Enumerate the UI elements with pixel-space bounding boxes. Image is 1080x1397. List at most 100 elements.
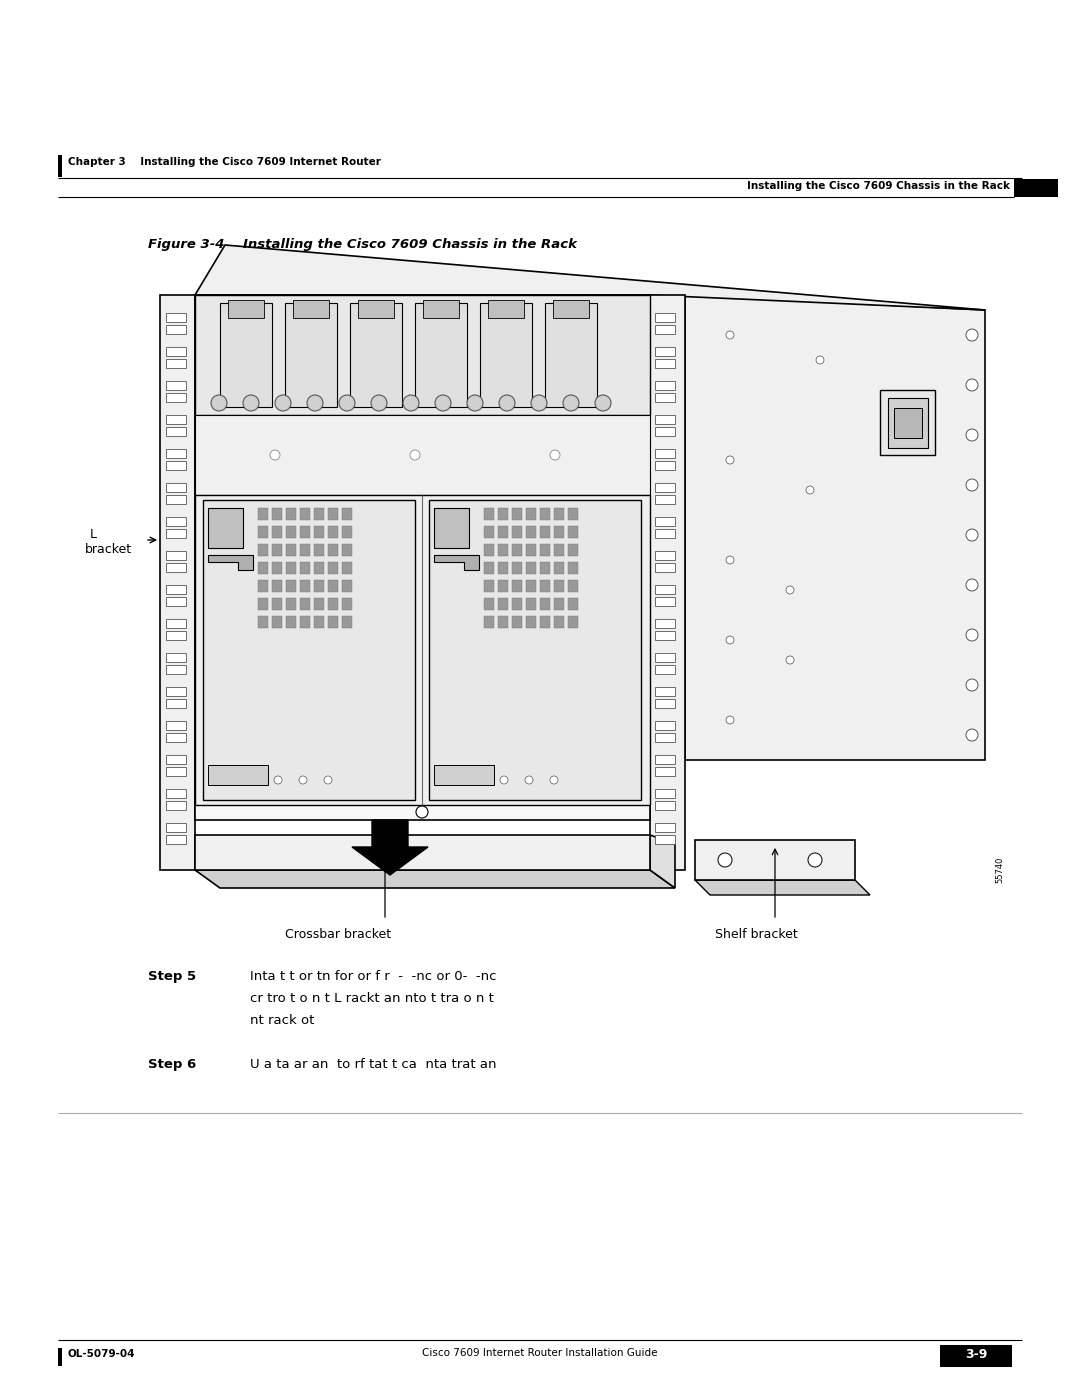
Bar: [166, 698, 186, 708]
Bar: [272, 543, 282, 556]
Bar: [654, 313, 675, 321]
Bar: [300, 562, 310, 574]
Polygon shape: [208, 555, 253, 570]
Polygon shape: [195, 244, 985, 310]
Bar: [654, 415, 675, 425]
Bar: [342, 598, 352, 610]
Circle shape: [211, 395, 227, 411]
Bar: [554, 562, 564, 574]
Circle shape: [243, 395, 259, 411]
Bar: [166, 529, 186, 538]
Bar: [166, 721, 186, 731]
Bar: [498, 580, 508, 592]
Bar: [654, 448, 675, 458]
Text: nt rack ot: nt rack ot: [249, 1014, 314, 1027]
Bar: [554, 527, 564, 538]
Bar: [480, 303, 532, 407]
Bar: [654, 585, 675, 594]
Bar: [272, 598, 282, 610]
Bar: [166, 313, 186, 321]
Bar: [423, 300, 459, 319]
Text: Step 6: Step 6: [148, 1058, 197, 1071]
Bar: [160, 295, 195, 870]
Circle shape: [270, 450, 280, 460]
Bar: [654, 800, 675, 810]
Bar: [654, 698, 675, 708]
Circle shape: [726, 556, 734, 564]
Bar: [272, 562, 282, 574]
Bar: [488, 300, 524, 319]
Bar: [512, 616, 522, 629]
Bar: [166, 517, 186, 527]
Bar: [166, 359, 186, 367]
Bar: [654, 631, 675, 640]
Bar: [568, 527, 578, 538]
Text: Installing the Cisco 7609 Chassis in the Rack: Installing the Cisco 7609 Chassis in the…: [747, 182, 1010, 191]
Text: Crossbar bracket: Crossbar bracket: [285, 928, 391, 942]
Bar: [166, 652, 186, 662]
Bar: [272, 527, 282, 538]
Text: cr tro t o n t L rackt an nto t tra o n t: cr tro t o n t L rackt an nto t tra o n …: [249, 992, 494, 1004]
Bar: [484, 527, 494, 538]
Bar: [300, 580, 310, 592]
Bar: [166, 597, 186, 606]
Bar: [258, 598, 268, 610]
Bar: [654, 483, 675, 492]
Bar: [654, 495, 675, 504]
Bar: [166, 665, 186, 673]
Text: L: L: [90, 528, 97, 541]
Bar: [512, 598, 522, 610]
Polygon shape: [434, 555, 480, 570]
Bar: [654, 789, 675, 798]
Polygon shape: [650, 835, 675, 888]
Bar: [526, 616, 536, 629]
Bar: [342, 527, 352, 538]
Bar: [568, 580, 578, 592]
Circle shape: [966, 529, 978, 541]
Bar: [654, 823, 675, 833]
Bar: [526, 509, 536, 520]
Bar: [272, 616, 282, 629]
Polygon shape: [195, 870, 675, 888]
Bar: [328, 616, 338, 629]
Circle shape: [435, 395, 451, 411]
Bar: [498, 527, 508, 538]
Text: Shelf bracket: Shelf bracket: [715, 928, 798, 942]
Bar: [654, 461, 675, 469]
Bar: [526, 598, 536, 610]
Bar: [654, 550, 675, 560]
Bar: [286, 527, 296, 538]
Bar: [286, 598, 296, 610]
Text: Cisco 7609 Internet Router Installation Guide: Cisco 7609 Internet Router Installation …: [422, 1348, 658, 1358]
Bar: [498, 598, 508, 610]
Bar: [228, 300, 264, 319]
Polygon shape: [894, 408, 922, 439]
Bar: [940, 1345, 1012, 1368]
Bar: [540, 527, 550, 538]
Circle shape: [499, 395, 515, 411]
Bar: [696, 840, 855, 880]
Bar: [258, 616, 268, 629]
Bar: [166, 733, 186, 742]
Bar: [484, 580, 494, 592]
Bar: [272, 509, 282, 520]
Bar: [498, 562, 508, 574]
Circle shape: [718, 854, 732, 868]
Bar: [553, 300, 589, 319]
Bar: [286, 580, 296, 592]
Bar: [195, 415, 650, 495]
Bar: [342, 509, 352, 520]
Bar: [654, 835, 675, 844]
Bar: [314, 616, 324, 629]
Circle shape: [966, 379, 978, 391]
Bar: [314, 580, 324, 592]
Bar: [568, 616, 578, 629]
Text: bracket: bracket: [85, 543, 132, 556]
Circle shape: [808, 854, 822, 868]
Bar: [166, 823, 186, 833]
Bar: [568, 598, 578, 610]
Circle shape: [403, 395, 419, 411]
Circle shape: [966, 629, 978, 641]
Bar: [203, 500, 415, 800]
Bar: [540, 543, 550, 556]
